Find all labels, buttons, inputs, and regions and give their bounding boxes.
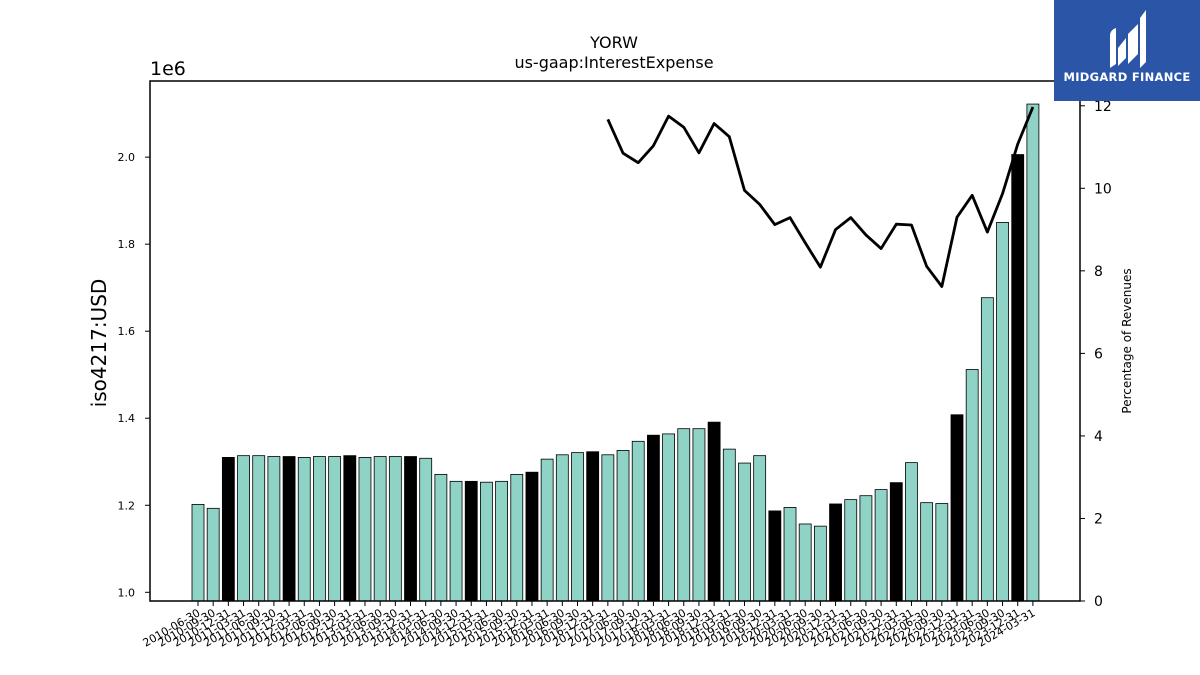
bar-2015-09-30 xyxy=(510,473,524,602)
bar-2020-09-30 xyxy=(813,525,827,602)
y2-axis: 0 2 4 6 8 10 12 xyxy=(1080,99,1112,610)
line-series xyxy=(606,106,1035,288)
bar-2016-03-31 xyxy=(540,458,554,602)
bar-2014-06-30 xyxy=(434,473,448,602)
bar-2018-06-30 xyxy=(677,428,691,602)
y-tick-label: 1.6 xyxy=(118,325,136,338)
bar-2022-03-31 xyxy=(905,462,918,602)
chart-title: YORW xyxy=(589,33,638,52)
bar-2017-03-31 xyxy=(601,454,615,602)
bar-2013-12-31 xyxy=(404,456,417,602)
bar-2021-09-30 xyxy=(874,489,888,602)
bar-2011-03-31 xyxy=(237,455,250,602)
y2-tick-label: 10 xyxy=(1094,181,1112,197)
y2-tick-label: 4 xyxy=(1094,429,1103,445)
bar-2012-06-30 xyxy=(313,456,326,602)
y2-tick-label: 12 xyxy=(1094,99,1112,115)
bar-2015-06-30 xyxy=(495,480,509,602)
brand-name: MIDGARD FINANCE xyxy=(1063,70,1191,84)
brand-logo: MIDGARD FINANCE xyxy=(1054,0,1200,101)
bar-2022-06-30 xyxy=(920,502,934,602)
bar-2018-12-31 xyxy=(707,421,721,602)
y-offset-label: 1e6 xyxy=(150,58,186,80)
plot-frame xyxy=(149,80,1081,602)
chart-subtitle: us-gaap:InterestExpense xyxy=(514,53,713,72)
y2-tick-label: 6 xyxy=(1094,346,1103,362)
bar-2010-06-30 xyxy=(191,503,205,602)
bar-2011-06-30 xyxy=(252,455,266,602)
bar-2011-12-31 xyxy=(282,456,296,602)
bar-2011-09-30 xyxy=(267,456,281,602)
bar-2012-03-31 xyxy=(297,456,311,602)
bar-2017-06-30 xyxy=(616,450,630,602)
bar-2017-09-30 xyxy=(631,440,645,602)
percentage-line xyxy=(606,106,1035,288)
bar-2024-03-31 xyxy=(1026,103,1040,602)
bar-2015-12-31 xyxy=(525,471,539,602)
bar-2015-03-31 xyxy=(480,481,493,602)
bar-2018-09-30 xyxy=(692,428,706,602)
bar-2010-09-30 xyxy=(206,507,220,602)
bar-2021-06-30 xyxy=(859,495,873,602)
y-axis-label: iso4217:USD xyxy=(87,279,111,408)
bar-2023-09-30 xyxy=(996,222,1009,602)
bar-2019-12-31 xyxy=(768,510,782,602)
bar-2018-03-31 xyxy=(662,433,675,602)
bar-2016-09-30 xyxy=(571,452,584,602)
y2-tick-label: 0 xyxy=(1094,594,1103,610)
bar-2023-12-31 xyxy=(1011,154,1025,602)
bar-2020-03-31 xyxy=(783,507,797,602)
bar-2020-12-31 xyxy=(829,503,842,602)
bar-2016-12-31 xyxy=(586,451,600,602)
bar-2013-03-31 xyxy=(358,456,372,602)
bar-2014-12-31 xyxy=(464,480,478,602)
bar-2012-12-31 xyxy=(343,455,357,602)
y-tick-label: 1.0 xyxy=(118,586,136,599)
bar-2019-03-31 xyxy=(722,448,736,602)
y-tick-label: 1.2 xyxy=(118,499,136,512)
bar-2022-12-31 xyxy=(950,414,964,602)
bar-2020-06-30 xyxy=(798,523,812,602)
x-axis: 2010-06-302010-09-302010-12-312011-03-31… xyxy=(141,601,1037,650)
y2-tick-label: 2 xyxy=(1094,511,1103,527)
bar-2012-09-30 xyxy=(328,456,342,602)
y2-axis-label: Percentage of Revenues xyxy=(1120,268,1134,413)
bar-2022-09-30 xyxy=(935,503,949,602)
bar-2014-03-31 xyxy=(419,457,433,602)
y-axis: 1.0 1.2 1.4 1.6 1.8 2.0 xyxy=(118,151,150,599)
bar-2013-09-30 xyxy=(388,456,402,602)
y-tick-label: 1.8 xyxy=(118,238,136,251)
midgard-logo-icon xyxy=(1110,10,1146,68)
bar-2023-06-30 xyxy=(980,297,994,602)
bar-series xyxy=(191,103,1040,602)
bar-2010-12-31 xyxy=(221,456,235,602)
bar-2014-09-30 xyxy=(449,480,463,602)
bar-2016-06-30 xyxy=(555,454,569,602)
bar-2023-03-31 xyxy=(965,369,979,602)
bar-2021-03-31 xyxy=(844,499,858,602)
y-tick-label: 1.4 xyxy=(118,412,136,425)
y2-tick-label: 8 xyxy=(1094,264,1103,280)
bar-2019-09-30 xyxy=(753,455,767,602)
bar-2019-06-30 xyxy=(738,462,751,602)
bar-2021-12-31 xyxy=(889,482,903,602)
bar-2013-06-30 xyxy=(373,456,387,602)
y-tick-label: 2.0 xyxy=(118,151,136,164)
bar-2017-12-31 xyxy=(647,434,660,602)
